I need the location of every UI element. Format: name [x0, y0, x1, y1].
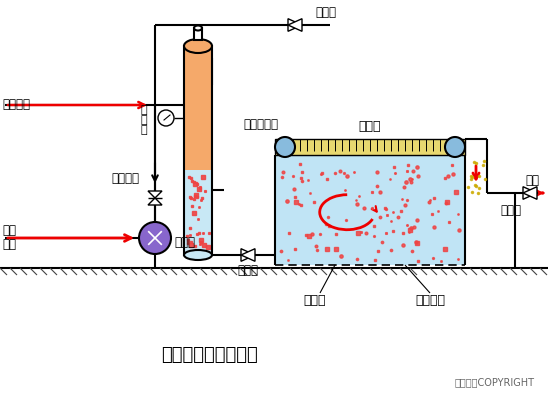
Text: 力: 力	[141, 115, 147, 125]
Text: 原水: 原水	[2, 224, 16, 236]
Text: 气浮池: 气浮池	[500, 203, 521, 217]
Text: 空气进入: 空气进入	[2, 98, 30, 111]
Polygon shape	[288, 19, 302, 31]
Text: 集水系统: 集水系统	[415, 293, 445, 306]
Text: 全溶气气浮工艺流程: 全溶气气浮工艺流程	[162, 346, 258, 364]
Bar	[275, 139, 465, 155]
Text: 东方仿真COPYRIGHT: 东方仿真COPYRIGHT	[455, 377, 535, 387]
Circle shape	[275, 137, 295, 157]
Polygon shape	[148, 198, 162, 205]
Polygon shape	[523, 187, 537, 199]
Ellipse shape	[184, 39, 212, 53]
Ellipse shape	[184, 250, 212, 260]
Ellipse shape	[194, 25, 202, 31]
Text: 放气阀: 放气阀	[315, 6, 336, 20]
Bar	[184, 170, 212, 255]
Bar	[184, 46, 212, 170]
Text: 刮渣机: 刮渣机	[359, 121, 381, 133]
Circle shape	[139, 222, 171, 254]
Text: 压力溶气罐: 压力溶气罐	[243, 119, 278, 131]
Text: 加压泵: 加压泵	[174, 236, 195, 250]
Text: 出水: 出水	[525, 174, 539, 187]
Polygon shape	[241, 249, 255, 261]
Circle shape	[158, 110, 174, 126]
Circle shape	[445, 137, 465, 157]
Text: 化学药剂: 化学药剂	[111, 172, 139, 185]
Text: 减压阀: 减压阀	[237, 265, 259, 277]
Bar	[275, 155, 465, 265]
Polygon shape	[288, 19, 302, 31]
Bar	[184, 46, 212, 255]
Text: 进入: 进入	[2, 238, 16, 250]
Polygon shape	[241, 249, 255, 261]
Polygon shape	[523, 187, 537, 199]
Text: 气浮池: 气浮池	[304, 293, 326, 306]
Polygon shape	[148, 191, 162, 198]
Text: 表: 表	[141, 125, 147, 135]
Text: 压: 压	[141, 105, 147, 115]
Bar	[194, 28, 202, 40]
